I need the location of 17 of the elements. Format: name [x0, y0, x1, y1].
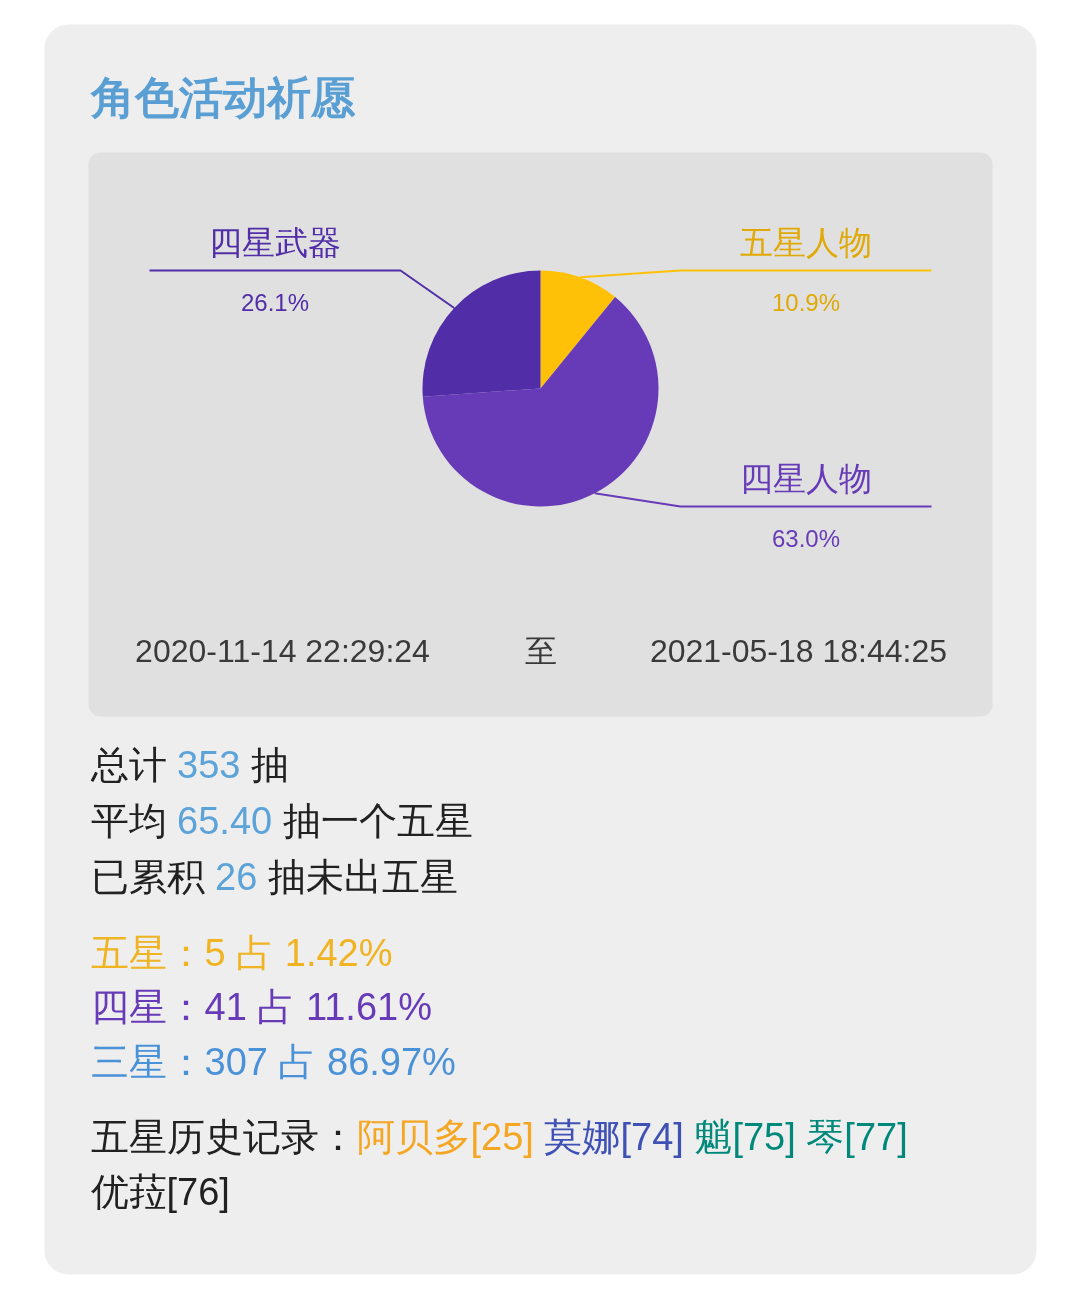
text: 五星：5 占 1.42% [90, 931, 393, 974]
chart-title: 角色活动祈愿 [89, 73, 356, 122]
text: 2020-11-14 22:29:24 [135, 632, 430, 669]
text: 2021-05-18 18:44:25 [649, 632, 948, 669]
text: 总计 353 抽 [89, 743, 290, 786]
data-label: 63.0% [771, 525, 841, 552]
slice-label: 五星人物 [740, 224, 872, 261]
data-label: 10.9% [771, 289, 841, 316]
text: 平均 65.40 抽一个五星 [90, 799, 473, 842]
slice-label: 四星人物 [740, 460, 872, 497]
text: 四星：41 占 11.61% [90, 985, 432, 1028]
text: 已累积 26 抽未出五星 [90, 855, 458, 898]
text: 五星历史记录： [90, 1115, 357, 1158]
slice-label: 四星武器 [209, 224, 341, 261]
text: 至 [524, 632, 557, 669]
data-label: 26.1% [240, 289, 310, 316]
text: 三星：307 占 86.97% [90, 1040, 456, 1083]
